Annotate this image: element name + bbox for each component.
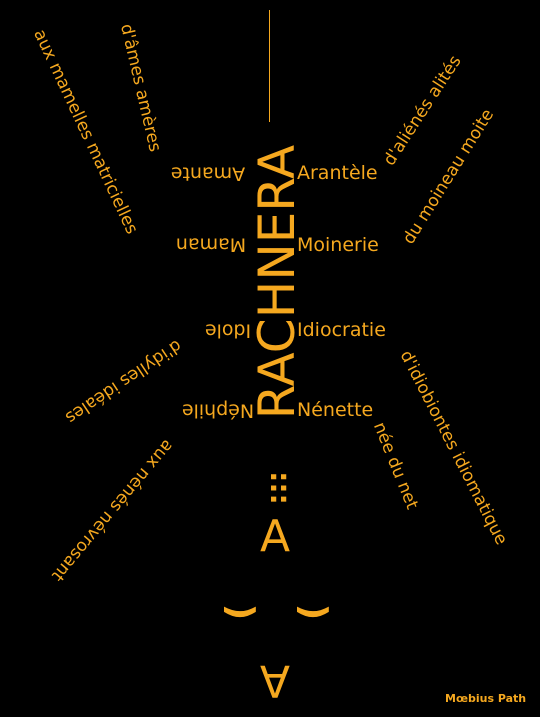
word-nephile: Néphile bbox=[181, 399, 255, 422]
left-eye: ( bbox=[219, 603, 260, 621]
leg-right-3: d'idiobiontes idiomatique bbox=[395, 347, 512, 549]
word-moinerie: Moinerie bbox=[297, 234, 379, 256]
word-arantele: Arantèle bbox=[297, 162, 378, 184]
word-nenette: Nénette bbox=[297, 399, 374, 421]
signature: Mœbius Path bbox=[445, 692, 527, 705]
word-amante: Amante bbox=[170, 162, 246, 185]
word-idole: Idole bbox=[204, 319, 252, 342]
word-idiocratie: Idiocratie bbox=[297, 319, 386, 341]
mouth-letter: A bbox=[259, 655, 291, 706]
title-rachnera: RACHNERA bbox=[248, 144, 306, 420]
body-dots: ::: bbox=[260, 471, 293, 505]
word-maman: Maman bbox=[175, 233, 247, 256]
leg-left-1: d'âmes amères bbox=[116, 22, 165, 154]
leg-left-4: aux nénés névrosant bbox=[47, 435, 178, 586]
right-eye: ( bbox=[292, 603, 333, 621]
body-letter-a: A bbox=[259, 511, 291, 562]
leg-right-4: née du net bbox=[368, 419, 422, 513]
spider-thread bbox=[269, 10, 270, 122]
leg-left-3: d'idylles idéales bbox=[61, 335, 186, 428]
